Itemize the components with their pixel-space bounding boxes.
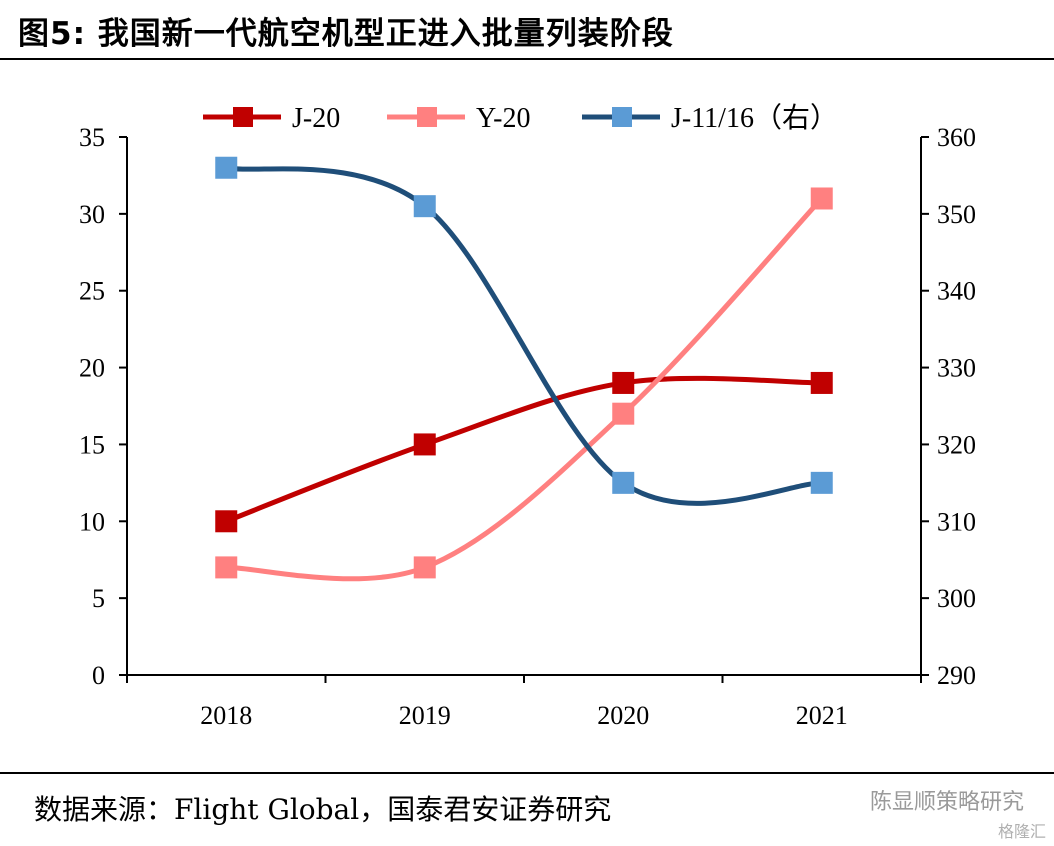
left-tick-label: 20 (79, 354, 105, 383)
right-tick-label: 310 (937, 507, 976, 536)
right-tick-label: 300 (937, 584, 976, 613)
x-tick-label: 2020 (597, 701, 649, 730)
data-point-y-20 (215, 556, 238, 579)
x-tick-label: 2019 (399, 701, 451, 730)
data-point-j-20 (215, 510, 238, 533)
data-point-y-20 (810, 187, 833, 210)
data-point-j-11-16 (612, 471, 635, 494)
x-tick-label: 2021 (796, 701, 848, 730)
source-note: 数据来源：Flight Global，国泰君安证券研究 (34, 793, 612, 826)
legend-marker-y-20 (417, 107, 437, 127)
watermark-logo-text: 格隆汇 (997, 822, 1046, 841)
series-line-y-20 (223, 195, 825, 582)
bottom-divider (0, 772, 1054, 774)
legend-marker-j-20 (233, 107, 253, 127)
right-tick-label: 350 (937, 200, 976, 229)
top-divider (0, 58, 1054, 60)
x-tick-label: 2018 (200, 701, 252, 730)
watermark-text: 陈显顺策略研究 (869, 790, 1024, 815)
data-point-j-20 (413, 433, 436, 456)
data-point-y-20 (413, 556, 436, 579)
data-point-j-11-16 (810, 471, 833, 494)
series-line-j-20 (223, 375, 825, 524)
data-point-j-20 (810, 371, 833, 394)
right-tick-label: 290 (937, 661, 976, 690)
data-point-j-11-16 (413, 195, 436, 218)
right-tick-label: 360 (937, 123, 976, 152)
line-chart: 0 5 10 15 20 25 30 35 290 300 310 320 330 340 350 360 20… (79, 102, 976, 730)
left-tick-label: 30 (79, 200, 105, 229)
left-tick-label: 10 (79, 507, 105, 536)
data-point-j-20 (612, 371, 635, 394)
data-point-y-20 (612, 402, 635, 425)
legend-marker-j-11-16 (612, 107, 632, 127)
data-point-j-11-16 (215, 156, 238, 179)
legend-label-j-20: J-20 (292, 103, 340, 134)
series-line-j-11-16 (223, 165, 825, 506)
left-tick-label: 35 (79, 123, 105, 152)
legend-label-j-11-16: J-11/16（右） (671, 102, 838, 134)
chart-title: 图5: 我国新一代航空机型正进入批量列装阶段 (18, 16, 674, 52)
right-tick-label: 330 (937, 354, 976, 383)
right-tick-label: 320 (937, 430, 976, 459)
left-tick-label: 5 (92, 584, 105, 613)
right-tick-label: 340 (937, 277, 976, 306)
legend-label-y-20: Y-20 (476, 103, 530, 134)
left-tick-label: 0 (92, 661, 105, 690)
left-tick-label: 15 (79, 430, 105, 459)
left-tick-label: 25 (79, 277, 105, 306)
